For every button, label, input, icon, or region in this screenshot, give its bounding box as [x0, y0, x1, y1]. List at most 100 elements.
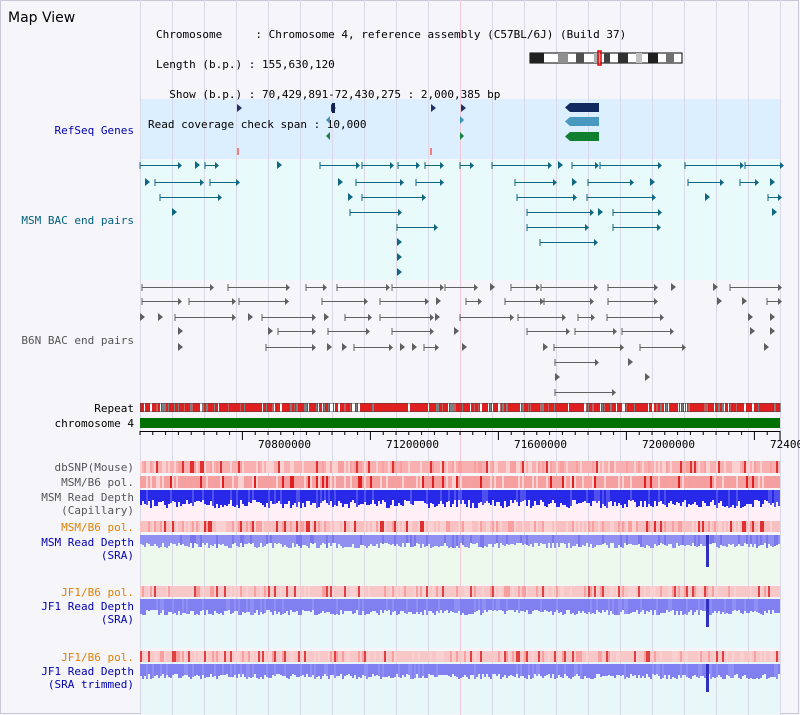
- msm-depth-cap-bar: [660, 490, 662, 501]
- jf1-depth-trim-bar: [408, 664, 410, 675]
- msm-b6-pol-strip-cell: [590, 476, 592, 488]
- msm-b6-pol-strip-cell: [440, 476, 442, 488]
- jf1-depth-trim-bar: [680, 664, 682, 678]
- msm-b6-pol-strip-cell: [494, 476, 496, 488]
- jf1-depth-trim-bar: [656, 664, 658, 674]
- msm-depth-cap-bar: [744, 490, 746, 506]
- jf1-depth-trim-bar: [726, 664, 728, 675]
- repeat-segment: [490, 403, 491, 412]
- msm-depth-cap-bar: [762, 490, 764, 504]
- msm-depth-sra-bar: [178, 535, 180, 543]
- jf1-depth-sra-bar: [178, 599, 180, 611]
- b6n-bac-pair: [654, 298, 658, 305]
- msm-depth-sra-bar: [330, 535, 332, 546]
- jf1-b6-pol-strip-cell: [404, 586, 406, 597]
- jf1-depth-sra-bar: [748, 599, 750, 613]
- jf1-depth-sra-bar: [712, 599, 714, 613]
- jf1-b6-pol-strip-cell: [268, 586, 270, 597]
- msm-depth-cap-bar: [364, 490, 366, 502]
- jf1-depth-sra-bar: [574, 599, 576, 615]
- msm-b6-pol-strip-cell: [156, 476, 158, 488]
- repeat-segment: [452, 403, 454, 412]
- msm-b6-pol-strip-cell: [176, 476, 178, 488]
- msm-depth-cap-bar: [408, 490, 410, 501]
- repeat-segment: [308, 403, 309, 412]
- dbsnp-strip-cell: [752, 461, 754, 473]
- jf1-depth-trim-bar: [386, 664, 388, 677]
- jf1-depth-trim-bar: [350, 664, 352, 676]
- msm-depth-sra-bar: [408, 535, 410, 543]
- jf1-depth-trim-bar: [300, 664, 302, 676]
- msm-depth-sra-bar: [658, 535, 660, 545]
- gene-block: [332, 103, 335, 113]
- msm-depth-cap-bar: [562, 490, 564, 505]
- msm-depth-cap-bar: [694, 490, 696, 502]
- b6n-bac-pair: [368, 314, 372, 321]
- jf1-b6-pol-2-strip-cell: [162, 651, 164, 662]
- repeat-segment: [506, 403, 508, 412]
- msm-depth-sra-bar: [198, 535, 200, 547]
- jf1-depth-sra-bar: [724, 599, 726, 614]
- jf1-depth-trim-bar: [714, 664, 716, 678]
- msm-depth-sra-bar: [378, 535, 380, 548]
- msm-depth-cap-bar: [412, 490, 414, 505]
- b6n-bac-pair: [778, 298, 782, 305]
- b6n-bac-pair: [770, 313, 775, 321]
- repeat-segment: [294, 403, 295, 412]
- msm-depth-sra-bar: [234, 535, 236, 543]
- msm-depth-sra-bar: [462, 535, 464, 545]
- jf1-b6-pol-2-strip-cell: [184, 651, 186, 662]
- msm-b6-pol-2-strip-cell: [282, 521, 284, 532]
- msm-bac-pair: [720, 179, 724, 186]
- msm-b6-pol-2-strip-cell: [546, 521, 548, 532]
- chromosome-ideogram[interactable]: [528, 50, 688, 66]
- msm-depth-cap-bar: [732, 490, 734, 505]
- jf1-depth-sra-bar: [194, 599, 196, 615]
- msm-depth-cap-bar: [580, 490, 582, 503]
- msm-b6-pol-2-strip-cell: [672, 521, 674, 532]
- msm-b6-pol-2-label: MSM/B6 pol.: [61, 521, 134, 534]
- dbsnp-strip-cell: [744, 461, 746, 473]
- dbsnp-strip-cell: [348, 461, 350, 473]
- jf1-depth-sra-bar: [270, 599, 272, 612]
- dbsnp-strip-cell: [202, 461, 204, 473]
- b6n-bac-pair: [670, 328, 674, 335]
- jf1-depth-trim-bar: [762, 664, 764, 675]
- repeat-segment: [668, 403, 669, 412]
- jf1-depth-trim-bar: [620, 664, 622, 676]
- jf1-depth-trim-bar: [528, 664, 530, 675]
- jf1-b6-pol-strip-cell: [254, 586, 256, 597]
- msm-depth-cap-bar: [392, 490, 394, 500]
- msm-b6-pol-strip-cell: [316, 476, 318, 488]
- msm-b6-pol-2-strip-cell: [284, 521, 286, 532]
- msm-bac-pair: [440, 162, 444, 169]
- jf1-b6-pol-strip-cell: [750, 586, 752, 597]
- jf1-b6-pol-strip-cell: [630, 586, 632, 597]
- msm-depth-cap-bar: [508, 490, 510, 506]
- dbsnp-strip-cell: [196, 461, 198, 473]
- repeat-segment: [714, 403, 715, 412]
- b6n-bac-pair: [612, 389, 616, 396]
- msm-depth-sra-bar: [286, 535, 288, 547]
- dbsnp-strip-cell: [770, 461, 772, 473]
- msm-depth-sra-bar: [242, 535, 244, 547]
- repeat-segment: [498, 403, 500, 412]
- msm-depth-cap-bar: [388, 490, 390, 508]
- msm-depth-cap-bar: [670, 490, 672, 501]
- msm-depth-cap-bar: [308, 490, 310, 501]
- jf1-depth-sra-bar: [510, 599, 512, 610]
- msm-depth-sra-bar: [714, 535, 716, 543]
- msm-b6-pol-strip-cell: [622, 476, 624, 488]
- msm-depth-sra-bar: [514, 535, 516, 545]
- jf1-depth-trim-bar: [174, 664, 176, 674]
- jf1-depth-sra-bar: [298, 599, 300, 615]
- jf1-depth-trim-bar: [734, 664, 736, 675]
- msm-depth-sra-bar: [216, 535, 218, 548]
- msm-depth-cap-bar: [612, 490, 614, 506]
- msm-depth-cap-bar: [146, 490, 148, 505]
- msm-depth-sra-bar: [264, 535, 266, 546]
- jf1-b6-pol-2-label: JF1/B6 pol.: [61, 651, 134, 664]
- msm-depth-cap-bar: [324, 490, 326, 500]
- jf1-depth-trim-bar: [400, 664, 402, 678]
